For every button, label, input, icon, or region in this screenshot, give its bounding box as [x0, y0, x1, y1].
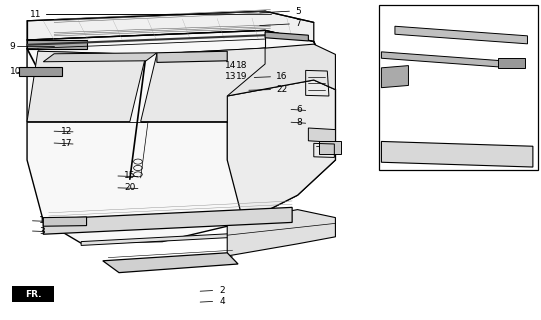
Text: 7: 7: [295, 20, 301, 28]
Polygon shape: [381, 141, 533, 167]
Text: 24: 24: [444, 15, 455, 24]
Text: 13: 13: [225, 72, 236, 81]
Text: 15: 15: [124, 172, 136, 180]
Text: 18: 18: [236, 61, 248, 70]
Polygon shape: [43, 217, 87, 226]
Text: 17: 17: [61, 139, 72, 148]
Polygon shape: [227, 80, 335, 222]
Text: 12: 12: [61, 127, 72, 136]
Polygon shape: [395, 26, 527, 44]
Polygon shape: [319, 141, 341, 154]
Polygon shape: [27, 30, 335, 243]
Text: 10: 10: [10, 68, 21, 76]
Text: 1: 1: [39, 216, 45, 225]
Polygon shape: [43, 53, 157, 62]
Polygon shape: [27, 11, 314, 42]
Polygon shape: [27, 51, 146, 122]
Polygon shape: [19, 67, 62, 76]
Polygon shape: [227, 210, 335, 256]
Polygon shape: [265, 32, 308, 41]
Text: 25: 25: [519, 72, 531, 81]
Text: 14: 14: [225, 61, 236, 70]
Text: 4: 4: [219, 297, 225, 306]
Text: 20: 20: [124, 183, 136, 192]
Text: 5: 5: [295, 7, 301, 16]
Text: 23: 23: [419, 129, 431, 138]
Text: FR.: FR.: [25, 290, 41, 299]
FancyBboxPatch shape: [12, 286, 54, 302]
Bar: [379, 5, 538, 170]
Text: 11: 11: [30, 10, 41, 19]
Text: 9: 9: [10, 42, 16, 51]
Polygon shape: [308, 128, 335, 142]
Polygon shape: [498, 58, 525, 68]
Text: 2: 2: [219, 286, 225, 295]
Text: 27: 27: [388, 67, 400, 76]
Polygon shape: [43, 207, 292, 234]
Text: 21: 21: [322, 141, 333, 150]
Text: 19: 19: [236, 72, 248, 81]
Text: 3: 3: [39, 227, 45, 236]
Polygon shape: [81, 230, 292, 245]
Polygon shape: [103, 253, 238, 273]
Polygon shape: [227, 44, 335, 96]
Text: 22: 22: [276, 85, 287, 94]
Text: 26: 26: [388, 56, 400, 65]
Polygon shape: [157, 51, 227, 62]
Text: 8: 8: [296, 118, 302, 127]
Polygon shape: [27, 40, 87, 49]
Polygon shape: [141, 48, 265, 122]
Polygon shape: [381, 66, 408, 88]
Polygon shape: [381, 52, 511, 68]
Text: 6: 6: [296, 105, 302, 114]
Text: 16: 16: [276, 72, 287, 81]
